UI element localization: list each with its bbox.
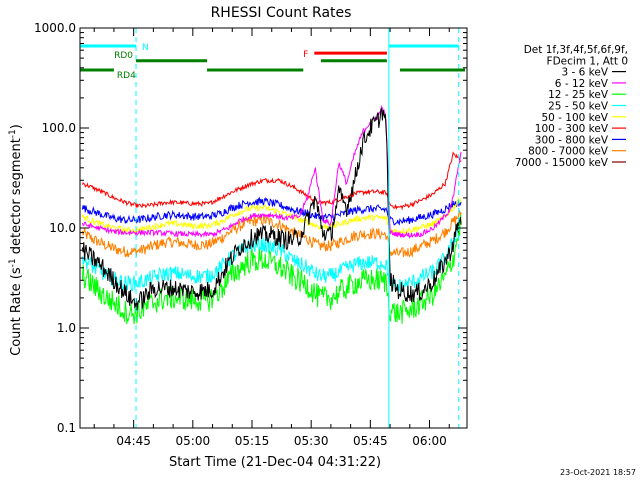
legend-header-line: FDecim 1, Att 0: [547, 55, 628, 67]
series-line-1: [81, 107, 462, 311]
legend-entry-label: 12 - 25 keV: [548, 89, 609, 101]
series-line-6: [81, 151, 462, 211]
x-tick-label: 05:15: [235, 434, 270, 448]
y-tick-label: 1000.0: [34, 21, 76, 35]
y-axis-label-exp2: -1: [8, 129, 18, 138]
flag-bars: N F RD0 RD4: [80, 43, 466, 81]
flag-label-rd4: RD4: [117, 71, 136, 81]
series-lines: [81, 104, 462, 325]
series-line-3: [81, 214, 462, 325]
legend-entry-label: 50 - 100 keV: [541, 112, 608, 124]
y-tick-label: 100.0: [42, 121, 76, 135]
y-axis-label: Count Rate (s-1 detector segment-1): [8, 124, 24, 356]
x-tick-label: 05:45: [353, 434, 388, 448]
y-tick-label: 10.0: [49, 221, 76, 235]
series-line-7: [81, 196, 462, 226]
legend-entry-label: 800 - 7000 keV: [528, 146, 609, 158]
legend-entry-label: 25 - 50 keV: [548, 101, 609, 113]
y-axis-label-exp1: -1: [8, 258, 18, 267]
series-line-8: [81, 210, 462, 258]
legend-entry-label: 100 - 300 keV: [535, 123, 609, 135]
x-axis-label: Start Time (21-Dec-04 04:31:22): [169, 455, 381, 470]
legend-entry-label: 300 - 800 keV: [535, 134, 609, 146]
flag-label-rd0: RD0: [114, 51, 133, 61]
x-tick-label: 05:00: [176, 434, 211, 448]
axes: 0.1 1.0 10.0 100.0 1000.0 04:45 05:00 05:15 05:3…: [34, 21, 467, 448]
y-tick-label: 1.0: [57, 321, 76, 335]
x-tick-label: 06:00: [412, 434, 447, 448]
y-axis-label-end: ): [9, 124, 24, 129]
plot-timestamp: 23-Oct-2021 18:57: [560, 468, 636, 477]
series-line-2: [81, 104, 462, 239]
y-tick-label: 0.1: [57, 421, 76, 435]
flag-label-n: N: [142, 43, 149, 53]
chart-title: RHESSI Count Rates: [211, 5, 352, 21]
legend-entry-label: 6 - 12 keV: [555, 78, 609, 90]
y-axis-label-middle: detector segment: [9, 138, 24, 258]
x-tick-label: 05:30: [294, 434, 329, 448]
flag-label-f: F: [303, 50, 308, 60]
legend: Det 1f,3f,4f,5f,6f,9f,FDecim 1, Att 03 -…: [515, 44, 628, 169]
legend-entry-label: 3 - 6 keV: [561, 67, 608, 79]
legend-header-line: Det 1f,3f,4f,5f,6f,9f,: [524, 44, 628, 56]
y-axis-label-main: Count Rate (s: [9, 267, 24, 356]
legend-entry-label: 7000 - 15000 keV: [515, 157, 609, 169]
x-tick-label: 04:45: [116, 434, 151, 448]
